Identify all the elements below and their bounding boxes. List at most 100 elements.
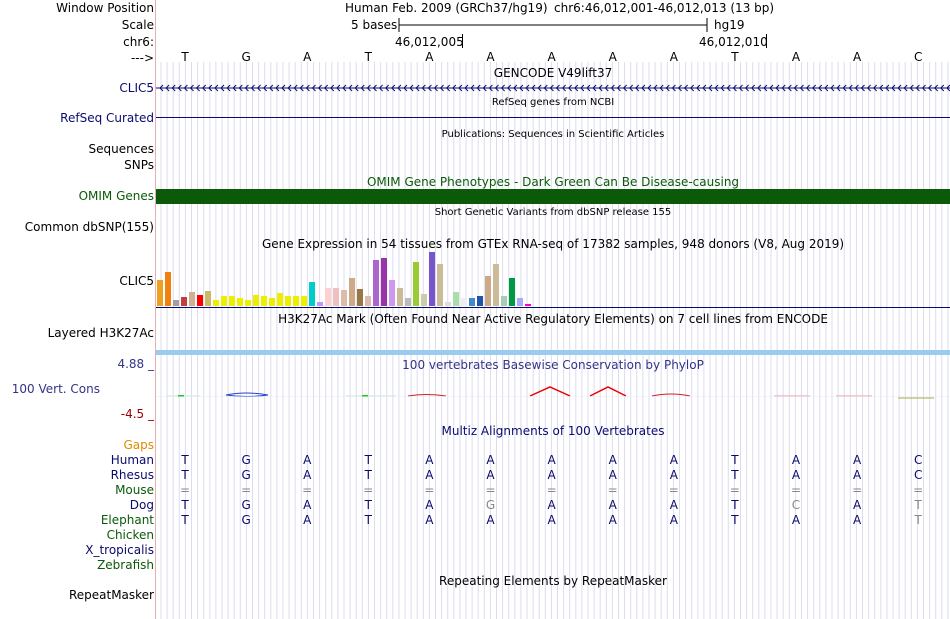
gtex-tissue-bar[interactable] <box>301 296 307 306</box>
gtex-tissue-bar[interactable] <box>173 300 179 306</box>
gtex-tissue-bar[interactable] <box>381 258 387 306</box>
gtex-tissue-bar[interactable] <box>437 264 443 306</box>
gtex-barchart[interactable] <box>156 250 950 308</box>
gtex-tissue-bar[interactable] <box>373 260 379 306</box>
strand-chevron <box>177 84 182 92</box>
strand-chevron <box>214 84 219 92</box>
gtex-tissue-bar[interactable] <box>429 252 435 306</box>
strand-chevron <box>525 84 530 92</box>
reference-base: A <box>669 50 678 64</box>
gtex-tissue-bar[interactable] <box>333 288 339 306</box>
species-zebrafish-label[interactable]: Zebrafish <box>97 558 154 572</box>
strand-chevron <box>933 84 939 92</box>
align-base-mouse: = <box>790 483 802 497</box>
gtex-tissue-bar[interactable] <box>245 300 251 306</box>
gtex-tissue-bar[interactable] <box>237 298 243 306</box>
omim-gene-block[interactable] <box>156 189 950 204</box>
publications-title: Publications: Sequences in Scientific Ar… <box>441 129 665 140</box>
phylop-wiggle[interactable] <box>156 385 950 405</box>
strand-chevron <box>275 84 280 92</box>
chr-label: chr6: <box>123 35 154 49</box>
clic5-gene-label[interactable]: CLIC5 <box>119 81 154 95</box>
dbsnp-label[interactable]: Common dbSNP(155) <box>24 220 154 234</box>
scale-label: Scale <box>121 18 154 32</box>
gtex-tissue-bar[interactable] <box>389 280 395 306</box>
gtex-tissue-bar[interactable] <box>485 276 491 306</box>
refseq-label[interactable]: RefSeq Curated <box>60 111 154 125</box>
strand-chevron <box>299 84 304 92</box>
gtex-tissue-bar[interactable] <box>365 296 371 306</box>
gtex-tissue-bar[interactable] <box>445 302 451 306</box>
gtex-tissue-bar[interactable] <box>277 293 283 306</box>
h3k27ac-label[interactable]: Layered H3K27Ac <box>47 326 154 340</box>
species-xtropicalis-label[interactable]: X_tropicalis <box>85 543 154 557</box>
repeatmasker-label[interactable]: RepeatMasker <box>68 588 154 602</box>
species-elephant-label[interactable]: Elephant <box>100 513 154 527</box>
species-dog-label[interactable]: Dog <box>129 498 154 512</box>
gtex-tissue-bar[interactable] <box>189 292 195 306</box>
gtex-tissue-bar[interactable] <box>269 298 275 306</box>
gtex-tissue-bar[interactable] <box>213 300 219 306</box>
gtex-tissue-bar[interactable] <box>157 280 163 306</box>
strand-chevron <box>824 84 829 92</box>
species-human-label[interactable]: Human <box>110 453 154 467</box>
gtex-tissue-bar[interactable] <box>413 262 419 306</box>
gtex-tissue-bar[interactable] <box>285 296 291 306</box>
h3k27ac-signal[interactable] <box>156 350 950 355</box>
base-grid <box>155 0 949 619</box>
gtex-tissue-bar[interactable] <box>221 296 227 306</box>
gtex-tissue-bar[interactable] <box>317 302 323 306</box>
gtex-tissue-bar[interactable] <box>253 295 259 306</box>
gtex-tissue-bar[interactable] <box>397 288 403 306</box>
gtex-tissue-bar[interactable] <box>453 292 459 306</box>
align-base-elephant: T <box>181 513 189 527</box>
strand-chevron <box>360 84 365 92</box>
refseq-line[interactable] <box>156 117 950 118</box>
strand-chevron <box>897 84 902 92</box>
species-mouse-label[interactable]: Mouse <box>115 483 154 497</box>
strand-chevron <box>500 84 505 92</box>
clic5-gene-model[interactable] <box>156 82 950 94</box>
gtex-tissue-bar[interactable] <box>517 298 523 306</box>
gtex-label[interactable]: CLIC5 <box>119 274 154 288</box>
gaps-label[interactable]: Gaps <box>123 438 154 452</box>
gtex-tissue-bar[interactable] <box>469 298 475 306</box>
gtex-tissue-bar[interactable] <box>293 296 299 306</box>
species-chicken-label[interactable]: Chicken <box>106 528 154 542</box>
species-rhesus-label[interactable]: Rhesus <box>110 468 154 482</box>
gtex-tissue-bar[interactable] <box>421 294 427 306</box>
gtex-tissue-bar[interactable] <box>493 264 499 306</box>
sequences-label[interactable]: Sequences <box>88 142 154 156</box>
gtex-tissue-bar[interactable] <box>525 304 531 306</box>
gtex-tissue-bar[interactable] <box>461 298 467 306</box>
gtex-tissue-bar[interactable] <box>197 295 203 306</box>
reference-base: A <box>547 50 556 64</box>
gtex-tissue-bar[interactable] <box>309 282 315 306</box>
gtex-tissue-bar[interactable] <box>181 297 187 306</box>
cons-name-label[interactable]: 100 Vert. Cons <box>11 382 100 396</box>
gtex-tissue-bar[interactable] <box>165 272 171 306</box>
strand-chevron <box>665 84 670 92</box>
gtex-tissue-bar[interactable] <box>261 296 267 306</box>
strand-chevron <box>323 84 329 92</box>
strand-chevron <box>354 84 359 92</box>
gtex-tissue-bar[interactable] <box>349 278 355 306</box>
snps-label[interactable]: SNPs <box>124 158 154 172</box>
align-base-rhesus: A <box>425 468 434 482</box>
gtex-tissue-bar[interactable] <box>229 296 235 306</box>
gtex-tissue-bar[interactable] <box>341 290 347 306</box>
gtex-tissue-bar[interactable] <box>477 296 483 306</box>
gtex-tissue-bar[interactable] <box>357 289 363 306</box>
gtex-tissue-bar[interactable] <box>509 278 515 306</box>
align-base-rhesus: C <box>913 468 923 482</box>
omim-label[interactable]: OMIM Genes <box>78 189 154 203</box>
gtex-tissue-bar[interactable] <box>405 298 411 306</box>
gtex-tissue-bar[interactable] <box>501 296 507 306</box>
reference-base: A <box>608 50 617 64</box>
strand-chevron <box>458 84 463 92</box>
strand-chevron <box>592 84 597 92</box>
strand-chevron <box>647 84 652 92</box>
strand-chevron <box>653 84 658 92</box>
gtex-tissue-bar[interactable] <box>325 288 331 306</box>
gtex-tissue-bar[interactable] <box>205 291 211 306</box>
